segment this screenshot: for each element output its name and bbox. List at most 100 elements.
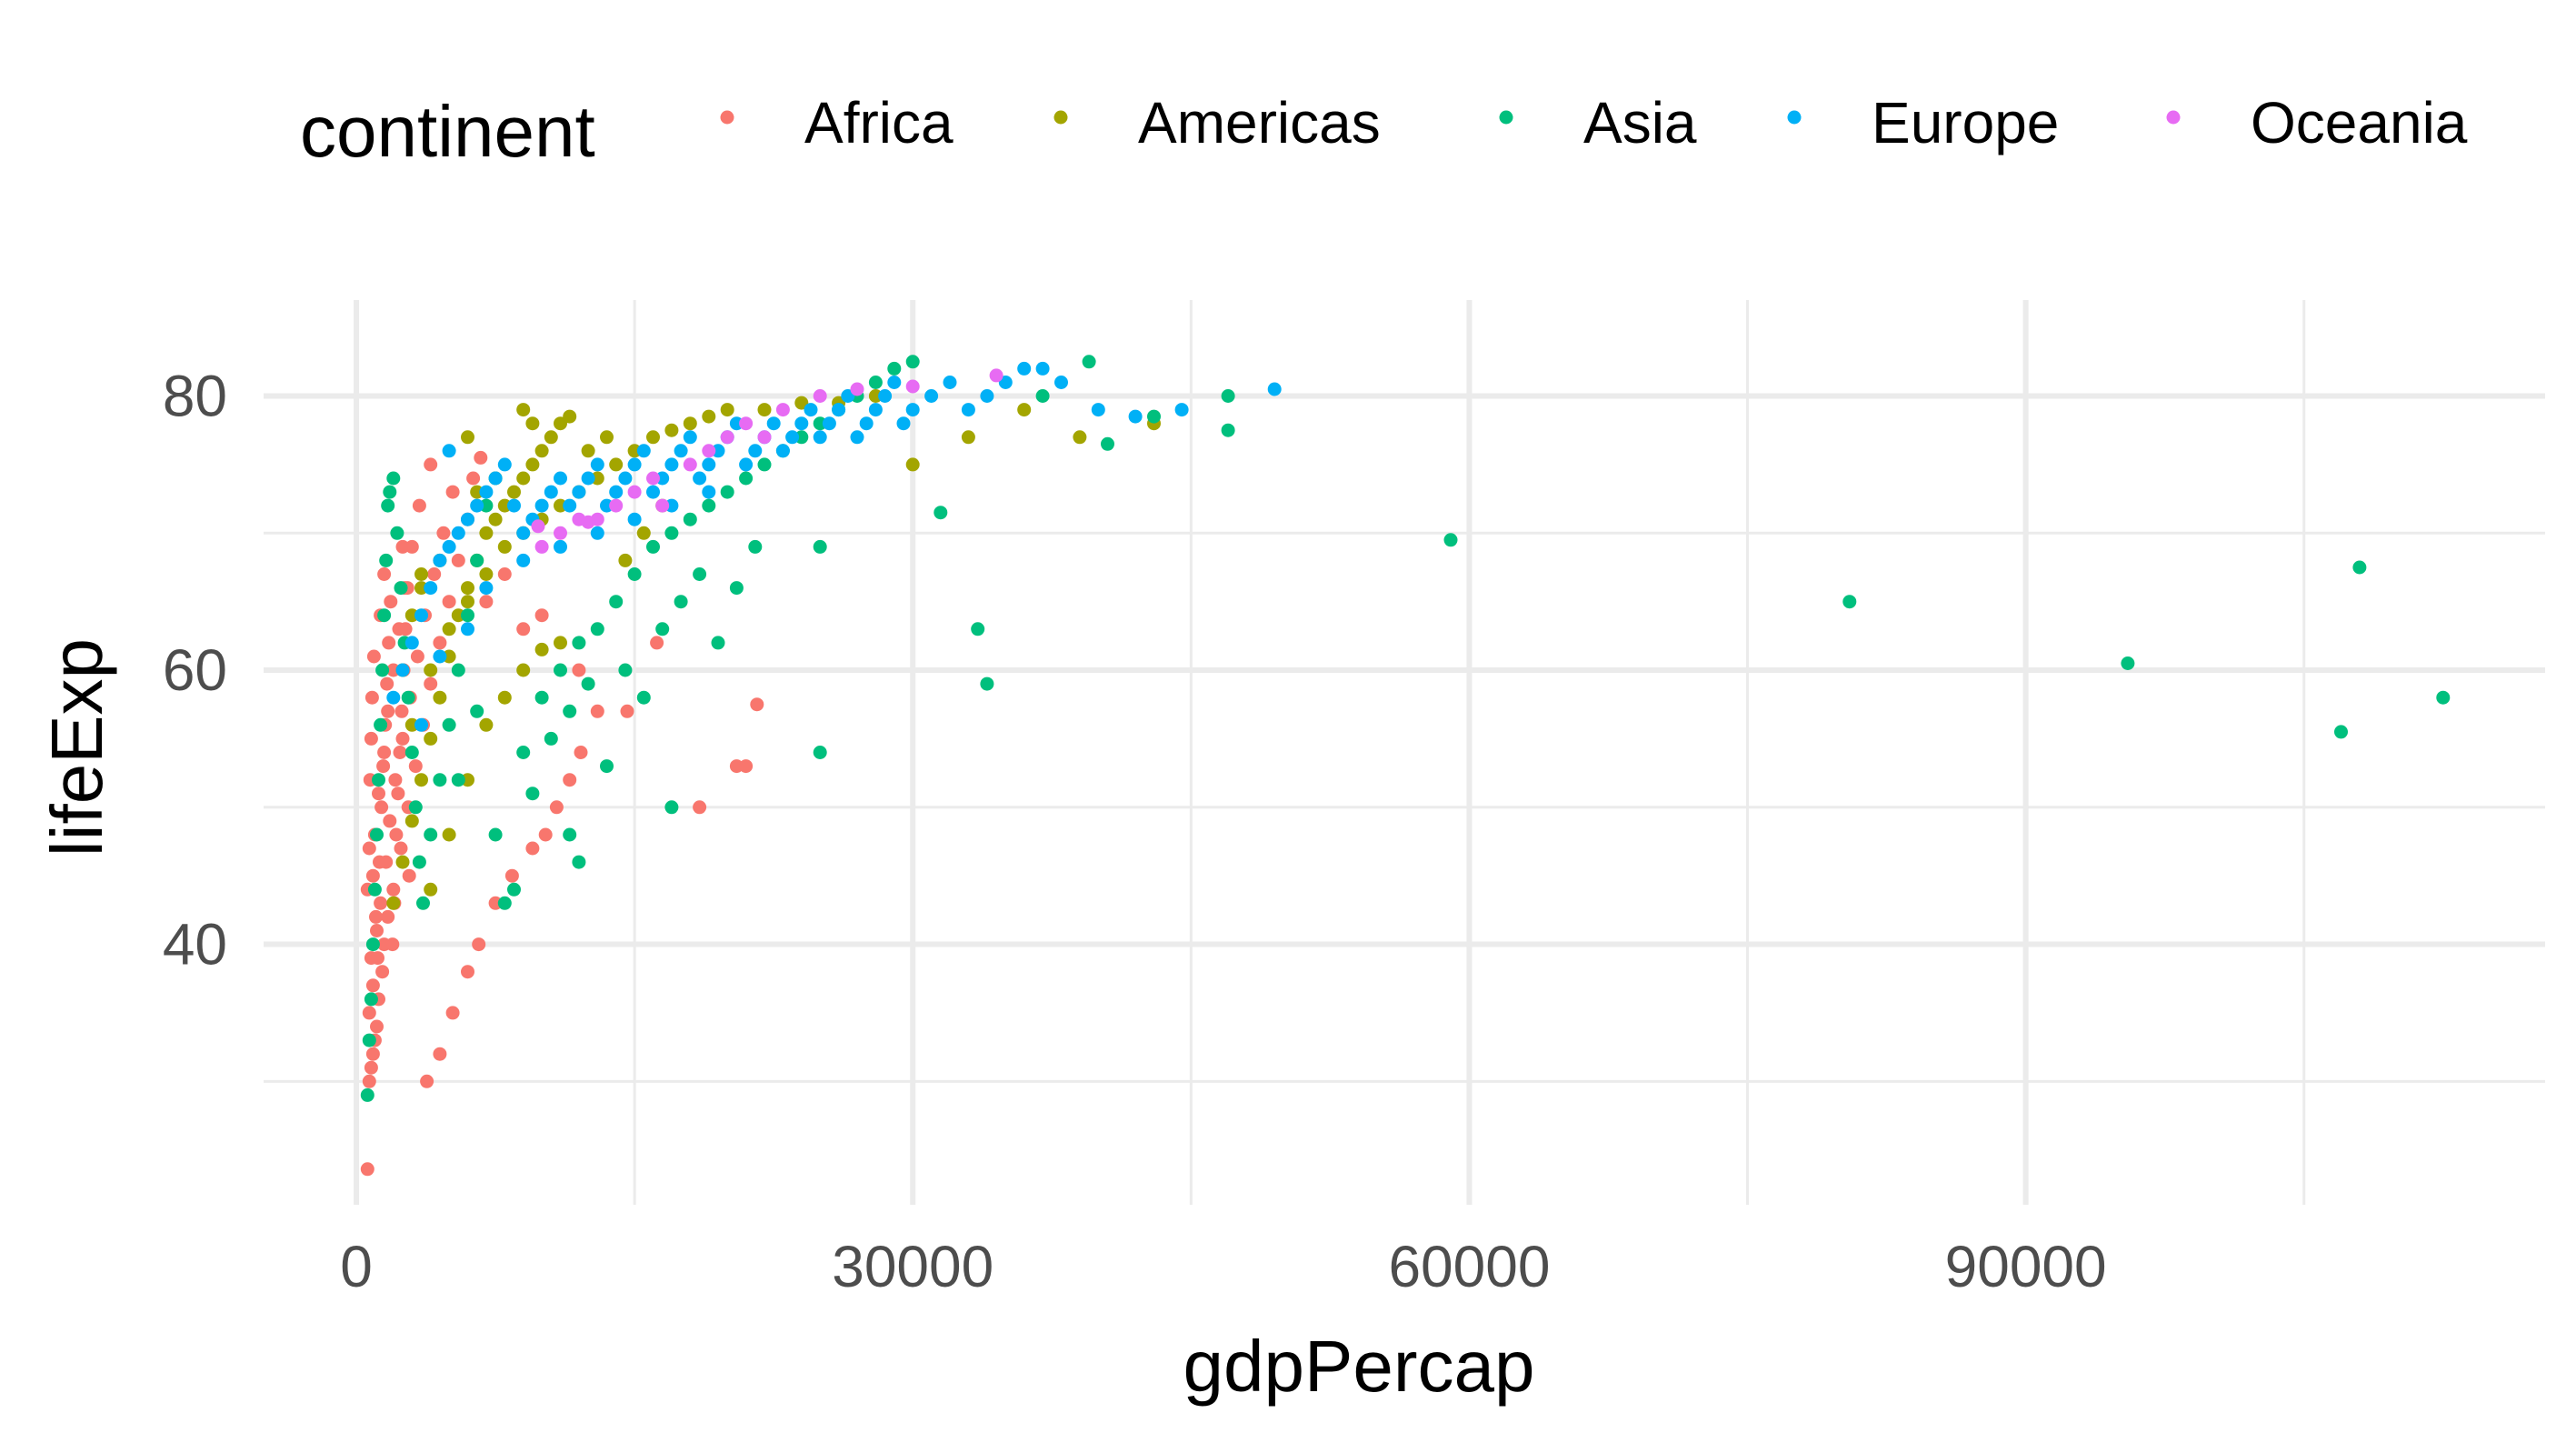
data-point <box>581 444 595 458</box>
y-tick-label: 80 <box>163 364 227 429</box>
data-point <box>766 416 781 431</box>
data-point <box>961 430 975 445</box>
data-point <box>360 1162 374 1177</box>
data-point <box>390 526 404 540</box>
data-point <box>609 457 624 472</box>
data-point <box>618 663 633 677</box>
data-point <box>720 430 734 445</box>
data-point <box>664 800 679 815</box>
data-point <box>479 581 494 596</box>
data-point <box>488 827 503 842</box>
data-point <box>563 827 577 842</box>
data-point <box>479 717 494 732</box>
data-point <box>442 539 456 554</box>
data-point <box>572 636 586 650</box>
data-point <box>554 416 567 431</box>
data-point <box>479 526 494 540</box>
data-point <box>401 690 415 705</box>
data-point <box>479 595 494 609</box>
data-point <box>525 457 540 472</box>
data-point <box>581 471 595 486</box>
data-point <box>609 498 624 513</box>
data-point <box>433 1047 447 1061</box>
data-point <box>636 444 651 458</box>
data-point <box>427 567 442 581</box>
data-point <box>412 498 426 513</box>
data-point <box>497 539 512 554</box>
data-point <box>525 787 540 801</box>
legend-key <box>1499 110 1513 125</box>
data-point <box>474 450 488 465</box>
data-point <box>2352 560 2367 575</box>
data-point <box>516 526 531 540</box>
data-point <box>364 690 379 705</box>
data-point <box>412 855 426 869</box>
data-point <box>370 827 384 842</box>
data-point <box>414 773 428 787</box>
data-point <box>442 595 456 609</box>
data-point <box>377 746 392 759</box>
legend-label: Asia <box>1583 90 1697 155</box>
data-point <box>702 457 716 472</box>
data-point <box>488 471 503 486</box>
data-point <box>1073 430 1087 445</box>
data-point <box>362 1074 376 1088</box>
data-point <box>461 581 474 596</box>
x-axis: 0 30000 60000 90000 <box>340 1234 2106 1299</box>
data-point <box>572 485 586 499</box>
data-point <box>600 430 614 445</box>
data-point <box>375 965 390 979</box>
data-point <box>868 376 883 389</box>
data-point <box>383 814 397 828</box>
data-point <box>980 676 994 691</box>
data-point <box>702 485 716 499</box>
data-point <box>563 773 577 787</box>
data-point <box>590 704 604 718</box>
data-point <box>757 430 772 445</box>
data-point <box>2436 690 2451 705</box>
data-point <box>650 636 664 650</box>
data-point <box>720 485 734 499</box>
data-point <box>365 1047 380 1061</box>
data-point <box>424 827 438 842</box>
data-point <box>381 704 395 718</box>
data-point <box>554 663 567 677</box>
data-point <box>905 355 920 369</box>
data-point <box>859 416 874 431</box>
data-point <box>627 457 642 472</box>
data-point <box>377 567 392 581</box>
data-point <box>720 403 734 417</box>
data-point <box>1054 376 1068 389</box>
data-point <box>693 800 707 815</box>
data-point <box>366 649 381 664</box>
data-point <box>924 389 939 403</box>
data-point <box>391 787 405 801</box>
data-point <box>739 759 754 774</box>
data-point <box>451 773 465 787</box>
data-point <box>627 512 642 526</box>
data-point <box>544 485 558 499</box>
data-point <box>739 471 754 486</box>
data-point <box>442 717 456 732</box>
data-point <box>386 896 401 910</box>
data-point <box>1842 595 1857 609</box>
data-point <box>404 746 419 759</box>
data-point <box>739 416 754 431</box>
data-point <box>507 485 521 499</box>
data-point <box>414 608 428 623</box>
data-point <box>451 553 465 567</box>
data-point <box>372 773 385 787</box>
data-point <box>424 581 438 596</box>
data-point <box>414 567 428 581</box>
data-point <box>813 430 827 445</box>
legend-item-africa: Africa <box>720 90 954 155</box>
data-point <box>461 965 474 979</box>
data-point <box>775 403 790 417</box>
data-point <box>404 539 419 554</box>
data-point <box>538 827 553 842</box>
data-point <box>574 746 588 759</box>
legend-item-europe: Europe <box>1787 90 2059 155</box>
data-point <box>414 717 428 732</box>
data-point <box>362 841 376 856</box>
data-point <box>581 515 595 529</box>
